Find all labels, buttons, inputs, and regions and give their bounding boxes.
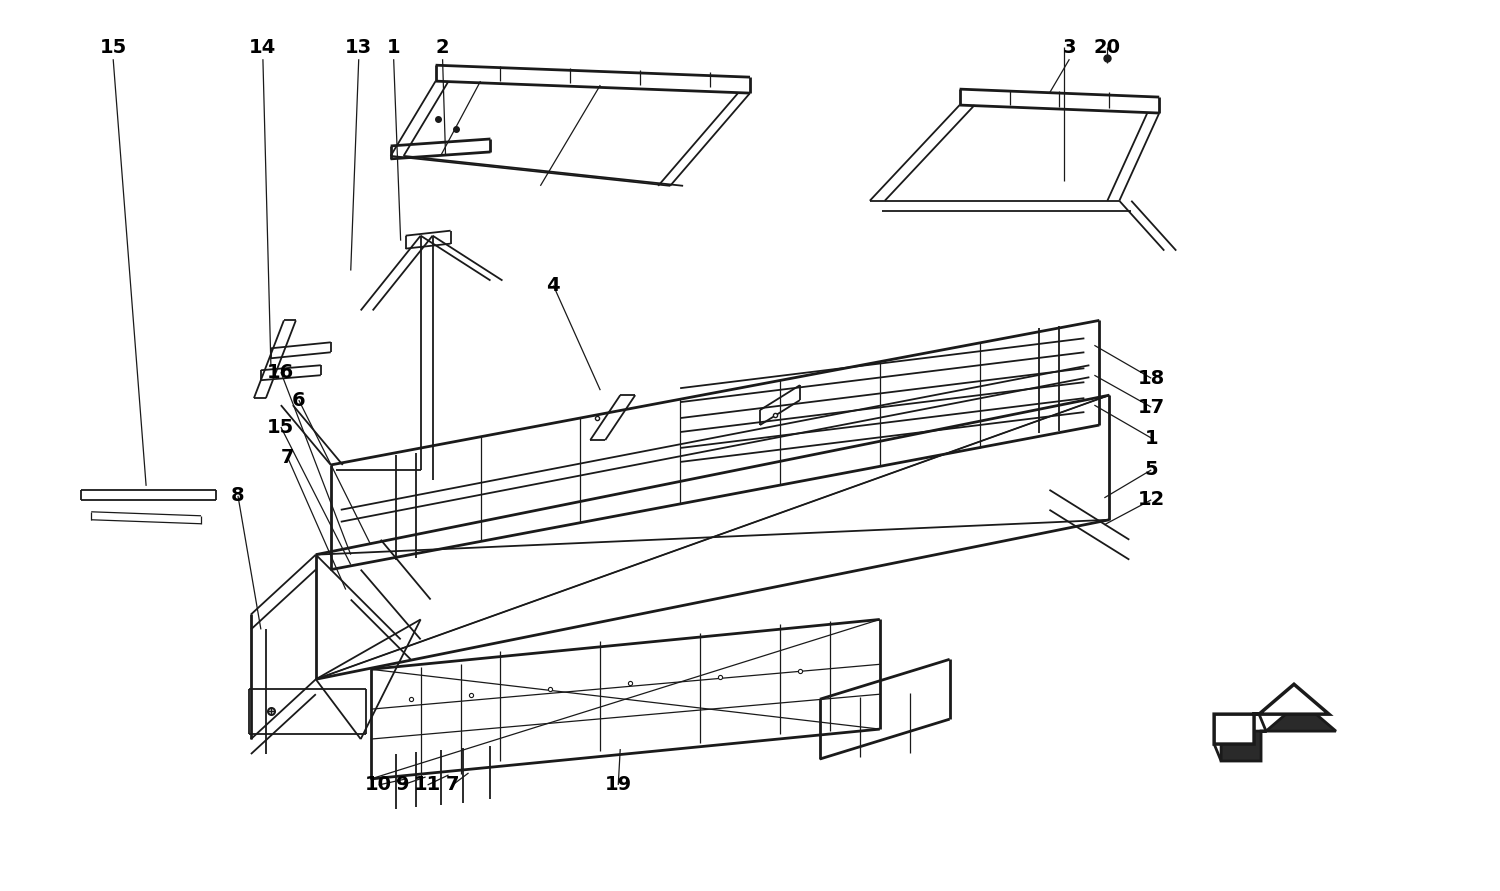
Text: 11: 11 (414, 775, 441, 795)
Text: 15: 15 (99, 37, 128, 57)
Text: 7: 7 (446, 775, 459, 795)
Text: 16: 16 (267, 363, 294, 381)
Text: 15: 15 (267, 418, 294, 437)
Text: 17: 17 (1137, 397, 1166, 417)
Text: 3: 3 (1062, 37, 1076, 57)
Text: 8: 8 (231, 486, 244, 505)
Text: 7: 7 (280, 448, 294, 468)
Text: 12: 12 (1137, 490, 1166, 510)
Text: 1: 1 (1144, 429, 1158, 447)
Polygon shape (1214, 684, 1329, 744)
Text: 19: 19 (604, 775, 631, 795)
Text: 1: 1 (387, 37, 400, 57)
Text: 10: 10 (364, 775, 392, 795)
Text: 14: 14 (249, 37, 276, 57)
Text: 18: 18 (1137, 369, 1166, 388)
Text: 6: 6 (292, 390, 306, 410)
Text: 13: 13 (345, 37, 372, 57)
Text: 20: 20 (1094, 37, 1120, 57)
Text: 2: 2 (436, 37, 450, 57)
Text: 9: 9 (396, 775, 410, 795)
Text: 5: 5 (1144, 461, 1158, 479)
Polygon shape (1221, 701, 1336, 761)
Text: 4: 4 (546, 276, 560, 295)
